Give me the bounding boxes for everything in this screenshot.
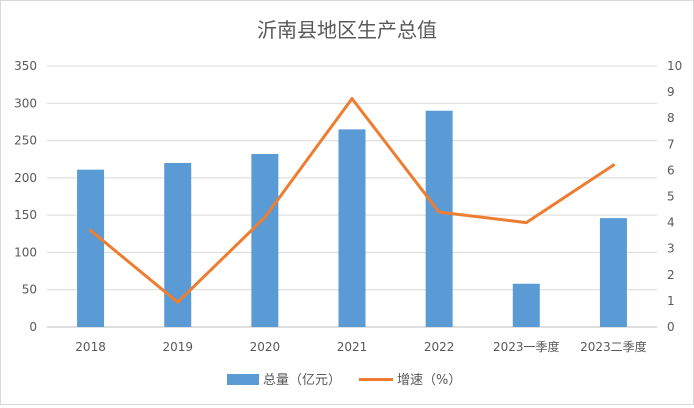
x-axis: 2018 2019 2020 2021 2022 2023一季度 2023二季度: [75, 339, 646, 354]
y-right-tick-label: 9: [667, 85, 675, 99]
line-series: [89, 97, 615, 304]
chart-title: 沂南县地区生产总值: [257, 18, 437, 42]
y-left-tick-label: 350: [14, 59, 37, 73]
bar: [251, 153, 279, 327]
line-point: [437, 210, 441, 214]
y-left-tick-label: 300: [14, 96, 37, 110]
x-tick-label: 2019: [162, 340, 193, 354]
y-left-tick-label: 0: [29, 320, 37, 334]
right-axis: 0 1 2 3 4 5 6 7 8 9 10: [667, 59, 682, 334]
y-left-tick-label: 50: [22, 283, 37, 297]
y-right-tick-label: 1: [667, 294, 675, 308]
line-point: [263, 215, 267, 219]
y-right-tick-label: 4: [667, 216, 675, 230]
y-left-tick-label: 150: [14, 208, 37, 222]
line-point: [176, 300, 180, 304]
y-left-tick-label: 250: [14, 134, 37, 148]
y-right-tick-label: 3: [667, 242, 675, 256]
bar: [425, 110, 453, 327]
line-point: [611, 163, 615, 167]
line-point: [89, 228, 93, 232]
y-right-tick-label: 10: [667, 59, 682, 73]
left-axis: 0 50 100 150 200 250 300 350: [14, 59, 37, 334]
line-point: [524, 221, 528, 225]
y-left-tick-label: 200: [14, 171, 37, 185]
x-tick-label: 2023二季度: [580, 339, 647, 354]
legend-bar-label: 总量（亿元）: [263, 373, 341, 388]
bar: [77, 169, 105, 327]
line-point: [350, 97, 354, 101]
y-right-tick-label: 7: [667, 137, 675, 151]
legend-line-label: 增速（%）: [397, 373, 461, 388]
x-tick-label: 2020: [250, 340, 281, 354]
x-tick-label: 2022: [424, 340, 455, 354]
bar: [599, 218, 627, 327]
bar: [164, 162, 192, 327]
x-tick-label: 2021: [337, 340, 368, 354]
bar: [512, 283, 540, 327]
y-right-tick-label: 8: [667, 111, 675, 125]
bar: [338, 129, 366, 327]
y-right-tick-label: 2: [667, 268, 675, 282]
y-left-tick-label: 100: [14, 245, 37, 259]
x-tick-label: 2018: [75, 340, 106, 354]
y-right-tick-label: 0: [667, 320, 675, 334]
legend: 总量（亿元） 增速（%）: [227, 373, 461, 388]
y-right-tick-label: 5: [667, 190, 675, 204]
bar-series: [77, 110, 627, 327]
x-tick-label: 2023一季度: [493, 339, 560, 354]
y-right-tick-label: 6: [667, 163, 675, 177]
legend-bar-swatch: [227, 374, 259, 385]
